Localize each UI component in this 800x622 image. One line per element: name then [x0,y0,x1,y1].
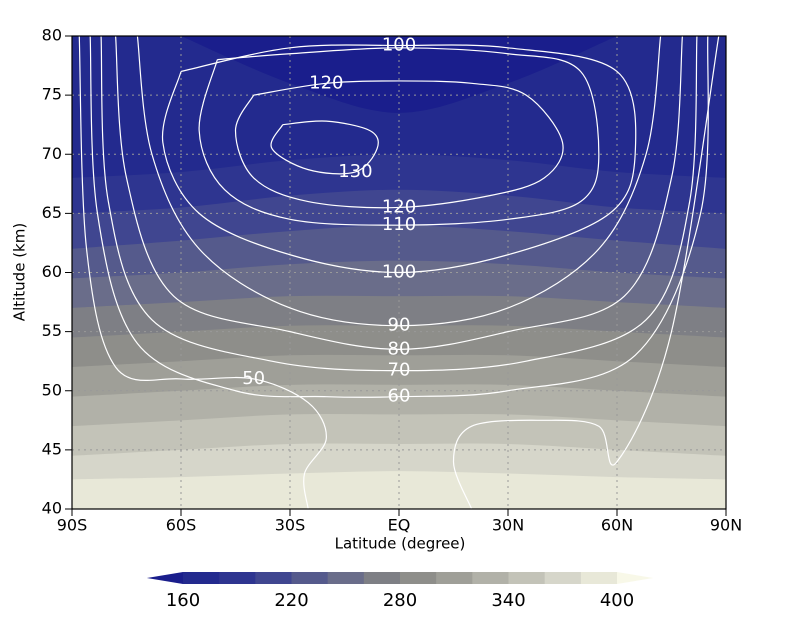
y-tick-label: 60 [42,262,62,281]
grid [72,36,726,509]
colorbar-tick-label: 400 [600,590,634,611]
contour-line [452,36,720,509]
contour-line [270,120,379,175]
x-tick-label: 90S [57,516,88,535]
colorbar-box [219,572,256,584]
x-tick-label: 30N [492,516,524,535]
contour-line [234,80,564,209]
contour-label: 60 [388,386,411,407]
contour-label: 120 [309,72,343,93]
colorbar-tick-label: 160 [166,590,200,611]
contour-label: 100 [382,34,416,55]
y-tick-label: 75 [42,85,62,104]
x-tick-label: 60N [601,516,633,535]
colorbar-tick-label: 340 [491,590,525,611]
x-tick-label: 30S [275,516,306,535]
contour-line [89,36,709,398]
contour-line [78,36,327,509]
x-tick-label: EQ [388,516,411,535]
contour-label: 120 [382,196,416,217]
y-tick-label: 40 [42,499,62,518]
colorbar-tick-label: 220 [274,590,308,611]
contour-label: 70 [388,360,411,381]
contour-label: 80 [388,338,411,359]
contour-line [115,36,683,350]
x-tick-label: 60S [166,516,197,535]
x-axis-title: Latitude (degree) [335,535,466,553]
y-axis-title: Altitude (km) [11,223,29,321]
contour-label: 110 [382,214,416,235]
colorbar-box [327,572,365,584]
colorbar-box [291,572,329,584]
y-tick-label: 80 [42,26,62,45]
contour-label: 100 [382,262,416,283]
plot-frame [71,35,727,510]
colorbar-arrow [617,572,654,584]
colorbar-box [580,572,618,584]
x-tick-label: 90N [710,516,742,535]
colorbar-box [183,572,220,584]
colorbar-arrow [146,572,183,584]
contour-line [198,47,600,226]
y-tick-label: 65 [42,203,62,222]
contour-line [161,44,637,274]
colorbar-box [255,572,292,584]
colorbar-box [508,572,546,584]
contour-label: 130 [338,161,372,182]
colorbar-box [400,572,437,584]
contour-line [100,36,698,372]
y-tick-label: 70 [42,144,62,163]
colorbar-box [472,572,509,584]
axes: 40 45 50 55 60 65 70 75 80 90S 60S 30S EQ 30N 60N 90N [42,26,743,535]
colorbar-tick-label: 280 [383,590,417,611]
colorbar-box [544,572,582,584]
colorbar-box [363,572,401,584]
contour-label: 50 [242,368,265,389]
y-tick-label: 55 [42,321,62,340]
colorbar-box [436,572,473,584]
contour-line [136,36,662,327]
contour-lines [78,36,720,509]
y-tick-label: 45 [42,439,62,458]
contour-label: 90 [388,315,411,336]
y-tick-label: 50 [42,380,62,399]
